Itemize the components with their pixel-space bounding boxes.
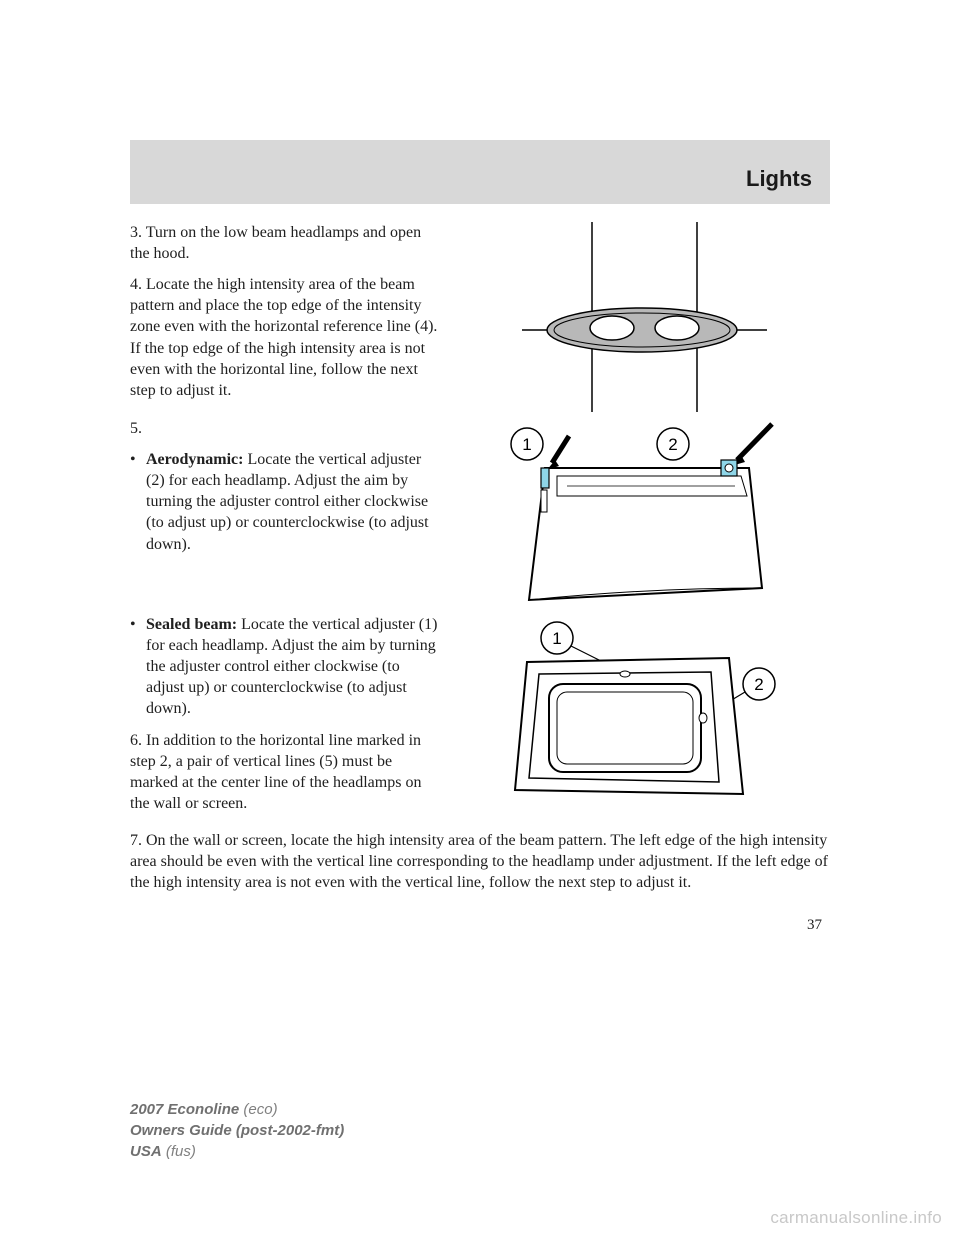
callout-1-label: 1 [522, 435, 531, 454]
footer-region: USA [130, 1143, 162, 1160]
step-7: 7. On the wall or screen, locate the hig… [130, 830, 830, 893]
watermark-text: carmanualsonline.info [770, 1208, 942, 1228]
diagram-aerodynamic: 1 2 [454, 418, 830, 608]
section-header-bar: Lights [130, 140, 830, 204]
callout-2-label: 2 [668, 435, 677, 454]
aero-content: Aerodynamic: Locate the vertical adjuste… [146, 449, 440, 555]
page-content: Lights 3. Turn on the low beam headlamps… [130, 140, 830, 934]
text-sealed-beam: • Sealed beam: Locate the vertical adjus… [130, 614, 440, 824]
footer-line-3: USA (fus) [130, 1141, 344, 1162]
step-3: 3. Turn on the low beam headlamps and op… [130, 222, 440, 264]
sealed-label: Sealed beam: [146, 616, 237, 633]
footer-region-code: (fus) [162, 1143, 196, 1160]
bullet-dot-icon: • [130, 449, 140, 555]
step-5-num: 5. [130, 418, 440, 439]
step-6: 6. In addition to the horizontal line ma… [130, 730, 440, 814]
footer-line-2: Owners Guide (post-2002-fmt) [130, 1120, 344, 1141]
bullet-dot-icon: • [130, 614, 140, 720]
row-steps-3-4: 3. Turn on the low beam headlamps and op… [130, 222, 830, 412]
sb-callout-2-label: 2 [754, 675, 763, 694]
footer-model-code: (eco) [239, 1101, 277, 1118]
footer-guide: Owners Guide (post-2002-fmt) [130, 1122, 344, 1139]
bullet-sealed-beam: • Sealed beam: Locate the vertical adjus… [130, 614, 440, 720]
diagram-sealed-beam: 1 2 [454, 614, 830, 824]
sealed-content: Sealed beam: Locate the vertical adjuste… [146, 614, 440, 720]
bullet-aerodynamic: • Aerodynamic: Locate the vertical adjus… [130, 449, 440, 555]
beam-pattern-icon [512, 222, 772, 412]
sealed-beam-headlamp-icon: 1 2 [497, 614, 787, 814]
text-step-5-aero: 5. • Aerodynamic: Locate the vertical ad… [130, 418, 440, 608]
footer-model: 2007 Econoline [130, 1101, 239, 1118]
aero-label: Aerodynamic: [146, 451, 243, 468]
aerodynamic-headlamp-icon: 1 2 [497, 418, 787, 608]
step-4: 4. Locate the high intensity area of the… [130, 274, 440, 401]
section-title: Lights [746, 166, 812, 192]
sb-callout-1-label: 1 [552, 629, 561, 648]
page-footer: 2007 Econoline (eco) Owners Guide (post-… [130, 1099, 344, 1162]
row-step-5-aero: 5. • Aerodynamic: Locate the vertical ad… [130, 418, 830, 608]
footer-line-1: 2007 Econoline (eco) [130, 1099, 344, 1120]
diagram-beam-pattern [454, 222, 830, 412]
text-steps-3-4: 3. Turn on the low beam headlamps and op… [130, 222, 440, 412]
row-sealed-beam: • Sealed beam: Locate the vertical adjus… [130, 614, 830, 824]
page-number: 37 [130, 917, 830, 934]
